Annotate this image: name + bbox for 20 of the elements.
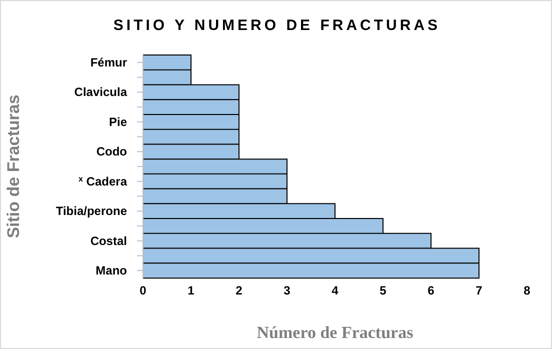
- y-tick-label: Tibia/perone: [56, 204, 128, 218]
- x-tick-label: 5: [380, 284, 387, 298]
- y-axis-title: Sitio de Fracturas: [4, 94, 24, 238]
- y-tick-label: Mano: [96, 264, 127, 278]
- x-tick-label: 1: [188, 284, 195, 298]
- x-axis-title: Número de Fracturas: [256, 323, 414, 342]
- y-tick-label: Fémur: [90, 55, 128, 70]
- x-tick-label: 2: [236, 284, 243, 298]
- x-tick-label: 8: [524, 284, 531, 298]
- y-tick-label: Pie: [108, 114, 128, 129]
- x-tick-label: 7: [476, 284, 483, 298]
- chart-title: SITIO Y NUMERO DE FRACTURAS: [112, 17, 442, 34]
- y-tick-label: Codo: [96, 144, 127, 159]
- x-tick-label: 0: [140, 284, 147, 298]
- x-tick-label: 4: [332, 284, 339, 298]
- x-tick-label: 6: [428, 284, 435, 298]
- y-tick-label: $^{x}$ Cadera: [78, 174, 128, 188]
- y-tick-label: Costal: [90, 234, 127, 248]
- y-tick-label: Clavicula: [74, 85, 128, 100]
- x-tick-label: 3: [284, 284, 291, 298]
